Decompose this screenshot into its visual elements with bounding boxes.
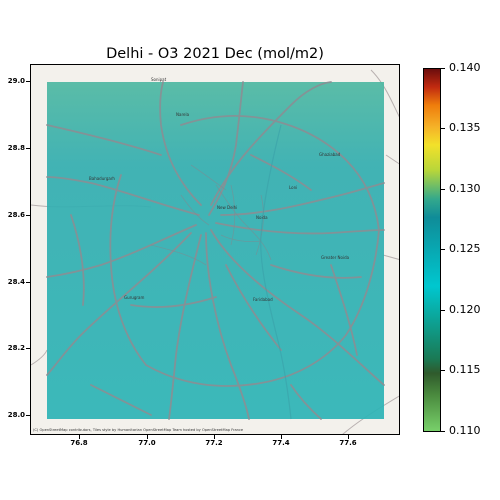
x-tick-label: 77.6 (339, 439, 357, 447)
ozone-overlay (47, 82, 384, 419)
colorbar-tick-mark (441, 310, 445, 311)
colorbar-label: 0.110 (449, 424, 481, 437)
map-attribution: (C) OpenStreetMap contributors, Tiles st… (33, 428, 244, 432)
map-title: Delhi - O3 2021 Dec (mol/m2) (106, 46, 324, 62)
x-tick-mark (79, 435, 80, 439)
y-tick-label: 28.8 (7, 144, 25, 152)
map-panel[interactable]: Sonipat Narela Bahadurgarh Loni New Delh… (30, 64, 400, 435)
x-tick-mark (281, 435, 282, 439)
place-label-noida: Noida (256, 215, 268, 220)
x-tick-label: 77.2 (205, 439, 223, 447)
colorbar-tick-mark (441, 431, 445, 432)
place-label-narela: Narela (176, 112, 190, 117)
y-tick-mark (26, 282, 30, 283)
colorbar-tick-mark (441, 370, 445, 371)
colorbar-tick-mark (441, 68, 445, 69)
colorbar (423, 68, 441, 432)
x-tick-mark (348, 435, 349, 439)
colorbar-tick-mark (441, 249, 445, 250)
x-tick-label: 77.0 (138, 439, 156, 447)
x-tick-mark (147, 435, 148, 439)
y-tick-mark (26, 215, 30, 216)
place-label-sonipat: Sonipat (151, 77, 167, 82)
y-tick-mark (26, 348, 30, 349)
colorbar-tick-mark (441, 189, 445, 190)
y-tick-label: 29.0 (7, 77, 25, 85)
y-tick-label: 28.2 (7, 344, 25, 352)
colorbar-label: 0.125 (449, 242, 481, 255)
road-network (46, 81, 385, 420)
place-label-loni: Loni (289, 185, 298, 190)
colorbar-tick-mark (441, 128, 445, 129)
colorbar-label: 0.115 (449, 363, 481, 376)
colorbar-label: 0.135 (449, 121, 481, 134)
colorbar-label: 0.130 (449, 182, 481, 195)
yamuna-river (260, 124, 292, 420)
colorbar-label: 0.140 (449, 61, 481, 74)
place-label-faridabad: Faridabad (253, 297, 273, 302)
place-label-bahadurgarh: Bahadurgarh (89, 176, 115, 181)
x-tick-label: 76.8 (70, 439, 88, 447)
y-tick-mark (26, 415, 30, 416)
y-tick-mark (26, 81, 30, 82)
place-label-new-delhi: New Delhi (217, 205, 238, 210)
y-tick-label: 28.6 (7, 211, 25, 219)
place-label-gurugram: Gurugram (124, 295, 145, 300)
colorbar-label: 0.120 (449, 303, 481, 316)
x-tick-mark (214, 435, 215, 439)
place-label-greater-noida: Greater Noida (321, 255, 350, 260)
x-tick-label: 77.4 (272, 439, 290, 447)
y-tick-label: 28.4 (7, 278, 25, 286)
y-tick-mark (26, 148, 30, 149)
minor-roads (150, 164, 272, 266)
y-tick-label: 28.0 (7, 411, 25, 419)
map-canvas (31, 69, 399, 434)
place-label-ghaziabad: Ghaziabad (319, 152, 341, 157)
